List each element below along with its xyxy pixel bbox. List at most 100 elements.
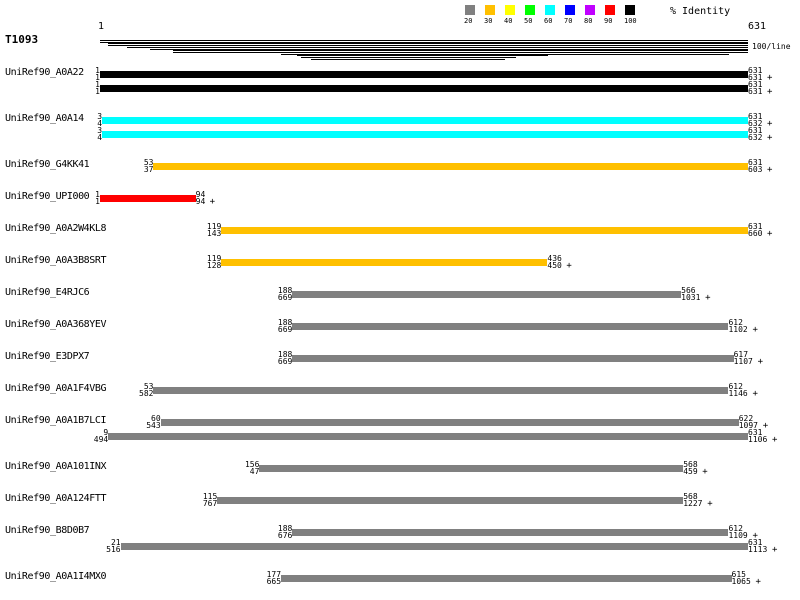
subject-end-pos: 1106 (748, 435, 768, 444)
hsp-bar[interactable] (153, 386, 729, 394)
strand-mark: + (566, 261, 572, 271)
query-start-pos: 3 (97, 126, 103, 135)
hsp-bar[interactable] (100, 70, 748, 78)
query-end-pos: 631 (748, 80, 763, 89)
legend-swatch (485, 5, 495, 15)
subject-start-pos: 47 (249, 467, 260, 476)
legend-label: 70 (564, 17, 573, 25)
hsp-bar[interactable] (221, 258, 548, 266)
query-end-pos: 631 (748, 112, 763, 121)
subject-end-pos: 631 (748, 73, 763, 82)
hit-name: UniRef90_A0A1F4VBG (5, 383, 107, 394)
hit-name: UniRef90_G4KK41 (5, 159, 90, 170)
hsp-bar[interactable] (120, 542, 748, 550)
legend-swatch (465, 5, 475, 15)
hsp-bar[interactable] (292, 322, 729, 330)
query-end-pos: 615 (731, 570, 746, 579)
hsp-bar[interactable] (102, 130, 748, 138)
subject-start-pos: 143 (206, 229, 222, 238)
subject-start-pos: 494 (93, 435, 109, 444)
hit-name: UniRef90_E4RJC6 (5, 287, 90, 298)
subject-start-pos: 767 (202, 499, 218, 508)
subject-start-pos: 665 (266, 577, 282, 586)
query-start-pos: 1 (95, 190, 100, 199)
query-end-pos: 631 (748, 66, 763, 75)
subject-start-pos: 543 (146, 421, 161, 430)
query-end-pos: 631 (748, 158, 763, 167)
query-end-pos: 631 (748, 222, 763, 231)
query-end-pos: 631 (748, 538, 763, 547)
subject-end-pos: 1097 (738, 421, 758, 430)
strand-mark: + (767, 73, 773, 83)
query-start-pos: 177 (266, 570, 282, 579)
legend-label: 60 (544, 17, 553, 25)
hsp-bar[interactable] (160, 418, 739, 426)
strand-mark: + (767, 229, 773, 239)
subject-start-pos: 4 (97, 119, 103, 128)
coverage-line (126, 46, 748, 48)
hit-name: UniRef90_A0A368YEV (5, 319, 107, 330)
query-end-pos: 612 (728, 382, 743, 391)
subject-end-pos: 459 (683, 467, 698, 476)
strand-mark: + (209, 197, 216, 207)
strand-mark: + (757, 357, 764, 367)
hsp-bar[interactable] (259, 464, 684, 472)
strand-mark: + (762, 421, 769, 431)
legend-label: 50 (524, 17, 533, 25)
hsp-bar[interactable] (102, 116, 748, 124)
query-start-pos: 188 (277, 350, 293, 359)
legend-swatch (545, 5, 555, 15)
query-end-pos: 622 (738, 414, 754, 423)
hsp-bar[interactable] (153, 162, 748, 170)
coverage-line (108, 45, 748, 47)
subject-end-pos: 94 (195, 197, 206, 206)
subject-start-pos: 1 (95, 197, 100, 206)
subject-end-pos: 631 (748, 87, 763, 96)
hit-name: UniRef90_A0A1I4MX0 (5, 571, 107, 582)
strand-mark: + (767, 165, 773, 175)
query-start-pos: 21 (110, 538, 121, 547)
hit-name: UniRef90_A0A1B7LCI (5, 415, 107, 426)
subject-start-pos: 1 (95, 87, 100, 96)
coverage-line (150, 48, 748, 50)
legend-label: 30 (484, 17, 493, 25)
hsp-bar[interactable] (292, 354, 734, 362)
query-start-pos: 188 (277, 318, 293, 327)
strand-mark: + (772, 545, 778, 555)
hsp-bar[interactable] (292, 290, 682, 298)
legend-swatch (505, 5, 515, 15)
hsp-bar[interactable] (108, 432, 748, 440)
hit-name: UniRef90_A0A124FTT (5, 493, 107, 504)
query-start-pos: 1 (95, 66, 100, 75)
query-start-pos: 9 (103, 428, 109, 437)
coverage-line (297, 55, 549, 57)
strand-mark: + (702, 467, 708, 477)
hsp-bar[interactable] (281, 574, 732, 582)
subject-end-pos: 1065 (731, 577, 751, 586)
query-start-pos: 119 (206, 254, 222, 263)
subject-end-pos: 1227 (683, 499, 703, 508)
hsp-bar[interactable] (217, 496, 684, 504)
query-end-pos: 612 (728, 524, 743, 533)
query-start-pos: 3 (97, 112, 103, 121)
legend-swatch (605, 5, 615, 15)
query-start-pos: 60 (151, 414, 161, 423)
strand-mark: + (767, 119, 773, 129)
hsp-bar[interactable] (221, 226, 748, 234)
legend-label: 90 (604, 17, 613, 25)
coverage-line (281, 53, 730, 55)
hsp-bar[interactable] (292, 528, 729, 536)
query-end-pos: 617 (733, 350, 749, 359)
strand-mark: + (767, 133, 773, 143)
subject-start-pos: 582 (139, 389, 154, 398)
query-start: 1 (98, 21, 105, 32)
subject-end-pos: 632 (748, 119, 763, 128)
query-end-pos: 94 (195, 190, 206, 199)
subject-end-pos: 660 (748, 229, 763, 238)
legend-swatch (625, 5, 635, 15)
strand-mark: + (752, 389, 758, 399)
coverage-line (300, 57, 516, 58)
query-start-pos: 119 (206, 222, 222, 231)
hsp-bar[interactable] (100, 194, 196, 202)
hsp-bar[interactable] (100, 84, 748, 92)
